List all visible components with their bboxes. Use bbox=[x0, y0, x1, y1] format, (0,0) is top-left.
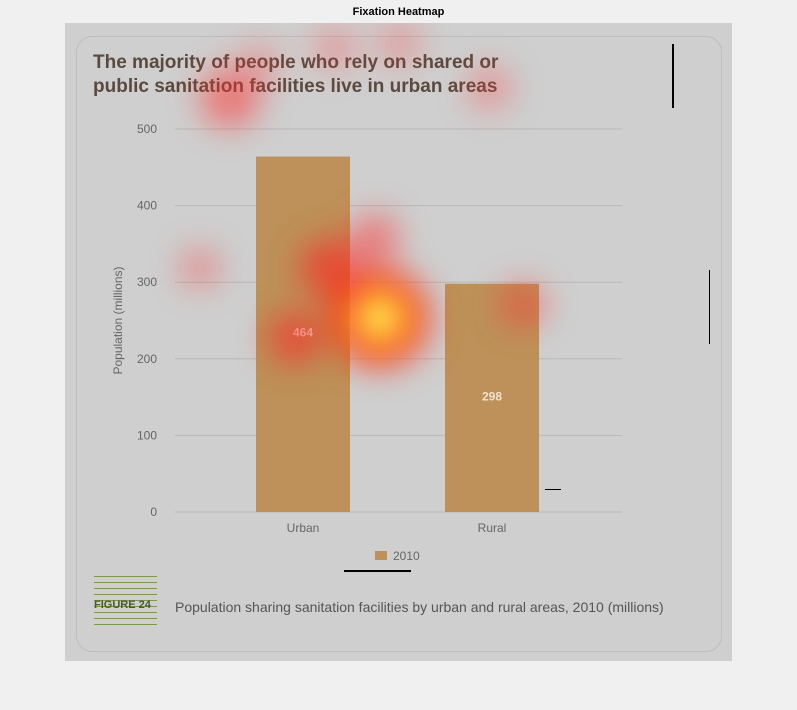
stimulus-card bbox=[76, 36, 722, 652]
headline-line-2: public sanitation facilities live in urb… bbox=[93, 76, 498, 97]
x-tick-label: Urban bbox=[287, 521, 320, 535]
legend-swatch bbox=[375, 551, 387, 560]
bar-chart: 0 100 200 300 400 500 Population (millions) Urb… bbox=[111, 122, 622, 535]
y-axis-label: Population (millions) bbox=[111, 266, 125, 374]
x-tick-label: Rural bbox=[478, 521, 507, 535]
annotation-line bbox=[709, 270, 710, 344]
annotation-line bbox=[545, 489, 561, 490]
legend-label: 2010 bbox=[393, 549, 420, 563]
chart-headline: The majority of people who rely on share… bbox=[93, 51, 613, 99]
y-tick-label: 100 bbox=[137, 428, 157, 442]
heatmap-stimulus: The majority of people who rely on share… bbox=[65, 23, 732, 661]
bar-data-label: 464 bbox=[293, 326, 313, 340]
y-tick-label: 400 bbox=[137, 199, 157, 213]
bar-data-label: 298 bbox=[482, 390, 502, 404]
annotation-line bbox=[344, 570, 411, 572]
chart-legend: 2010 bbox=[375, 549, 420, 563]
figure-caption: Population sharing sanitation facilities… bbox=[175, 599, 664, 615]
figure-label: FIGURE 24 bbox=[94, 599, 151, 611]
headline-line-1: The majority of people who rely on share… bbox=[93, 52, 499, 73]
figure-label-lines bbox=[94, 576, 157, 636]
figure-title: Fixation Heatmap bbox=[352, 6, 445, 18]
y-tick-label: 200 bbox=[137, 352, 157, 366]
y-tick-label: 300 bbox=[137, 275, 157, 289]
y-tick-label: 500 bbox=[137, 122, 157, 136]
annotation-line bbox=[672, 44, 674, 108]
y-tick-label: 0 bbox=[150, 505, 157, 519]
